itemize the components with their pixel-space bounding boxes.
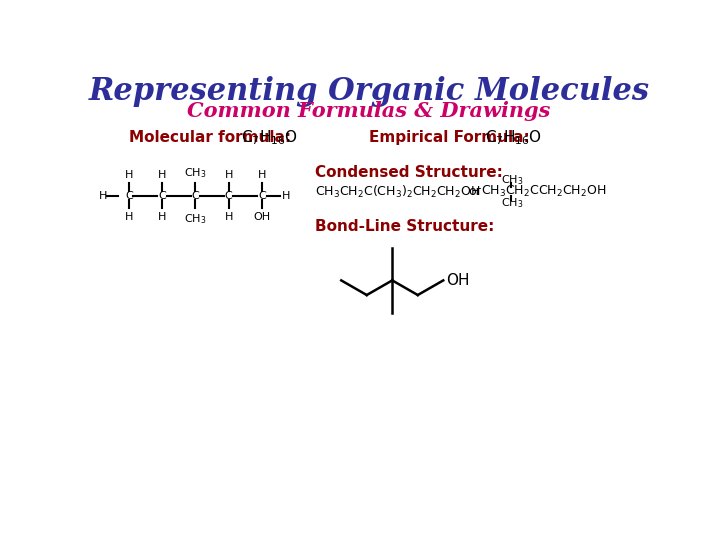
Text: Representing Organic Molecules: Representing Organic Molecules [89, 76, 649, 107]
Text: H: H [158, 170, 166, 179]
Text: H: H [258, 170, 266, 179]
Text: H: H [225, 170, 233, 179]
Text: Molecular formula:: Molecular formula: [129, 131, 291, 145]
Text: C$_7$H$_{16}$O: C$_7$H$_{16}$O [485, 129, 542, 147]
Text: C: C [258, 191, 266, 201]
Text: or: or [468, 185, 481, 198]
Text: CH$_3$CH$_2$CCH$_2$CH$_2$OH: CH$_3$CH$_2$CCH$_2$CH$_2$OH [482, 184, 607, 199]
Text: CH$_3$: CH$_3$ [184, 166, 207, 179]
Text: H: H [225, 212, 233, 222]
Text: C: C [125, 191, 132, 201]
Text: C: C [225, 191, 233, 201]
Text: CH$_3$CH$_2$C(CH$_3$)$_2$CH$_2$CH$_2$OH: CH$_3$CH$_2$C(CH$_3$)$_2$CH$_2$CH$_2$OH [315, 184, 480, 200]
Text: OH: OH [253, 212, 271, 222]
Text: CH$_3$: CH$_3$ [184, 212, 207, 226]
Text: H: H [125, 212, 133, 222]
Text: Empirical Formula:: Empirical Formula: [369, 131, 530, 145]
Text: H: H [99, 191, 107, 201]
Text: Condensed Structure:: Condensed Structure: [315, 165, 503, 180]
Text: Common Formulas & Drawings: Common Formulas & Drawings [187, 101, 551, 121]
Text: CH$_3$: CH$_3$ [500, 173, 523, 187]
Text: H: H [158, 212, 166, 222]
Text: CH$_3$: CH$_3$ [500, 195, 523, 210]
Text: H: H [282, 191, 290, 201]
Text: Bond-Line Structure:: Bond-Line Structure: [315, 219, 494, 234]
Text: C$_7$H$_{16}$O: C$_7$H$_{16}$O [241, 129, 298, 147]
Text: C: C [158, 191, 166, 201]
Text: C: C [192, 191, 199, 201]
Text: H: H [125, 170, 133, 179]
Text: OH: OH [446, 273, 470, 288]
